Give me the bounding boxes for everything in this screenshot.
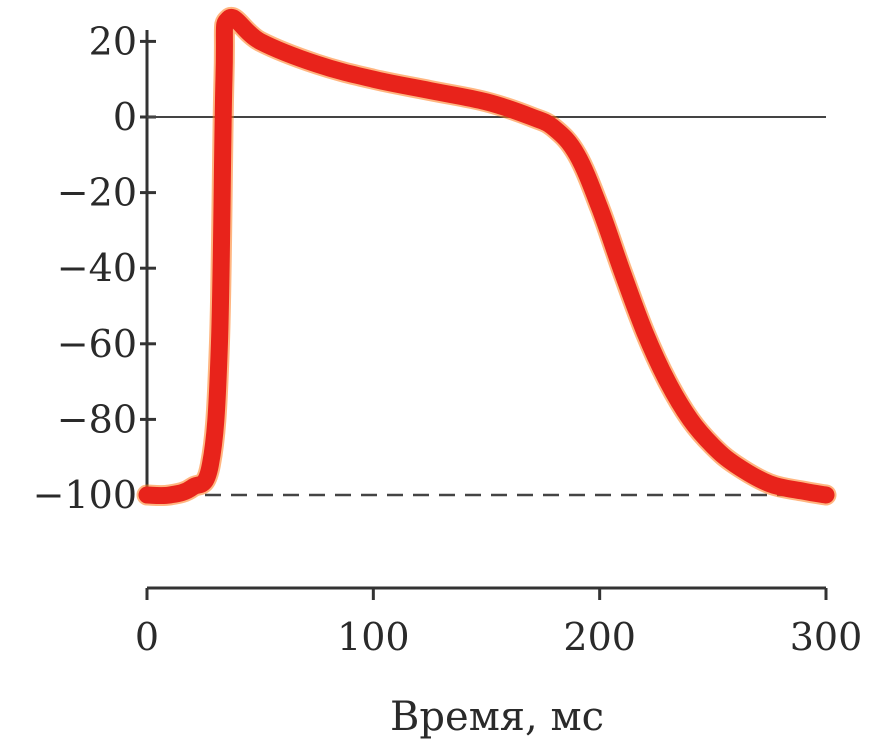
y-tick-label: 20 <box>89 19 137 63</box>
y-tick-label: −60 <box>57 322 137 366</box>
reference-lines <box>147 116 826 497</box>
y-tick-label: −20 <box>57 171 137 215</box>
y-tick-label: −80 <box>57 397 137 441</box>
series-group <box>136 6 837 507</box>
y-ticks: 20 0 −20 −40 −60 −80 −100 <box>33 19 156 517</box>
x-tick-label: 100 <box>337 615 410 659</box>
x-tick-label: 300 <box>790 615 863 659</box>
y-tick-label: −100 <box>33 473 137 517</box>
x-tick-label: 0 <box>135 615 159 659</box>
series-trace-glow <box>136 6 837 507</box>
y-tick-label: −40 <box>57 246 137 290</box>
x-axis: 0 100 200 300 Время, мс <box>135 586 862 740</box>
x-ticks: 0 100 200 300 <box>135 588 862 659</box>
action-potential-trace <box>138 8 835 505</box>
x-axis-title: Время, мс <box>390 694 604 740</box>
x-tick-label: 200 <box>563 615 636 659</box>
y-axis: 20 0 −20 −40 −60 −80 −100 <box>33 19 156 517</box>
y-tick-label: 0 <box>113 95 137 139</box>
